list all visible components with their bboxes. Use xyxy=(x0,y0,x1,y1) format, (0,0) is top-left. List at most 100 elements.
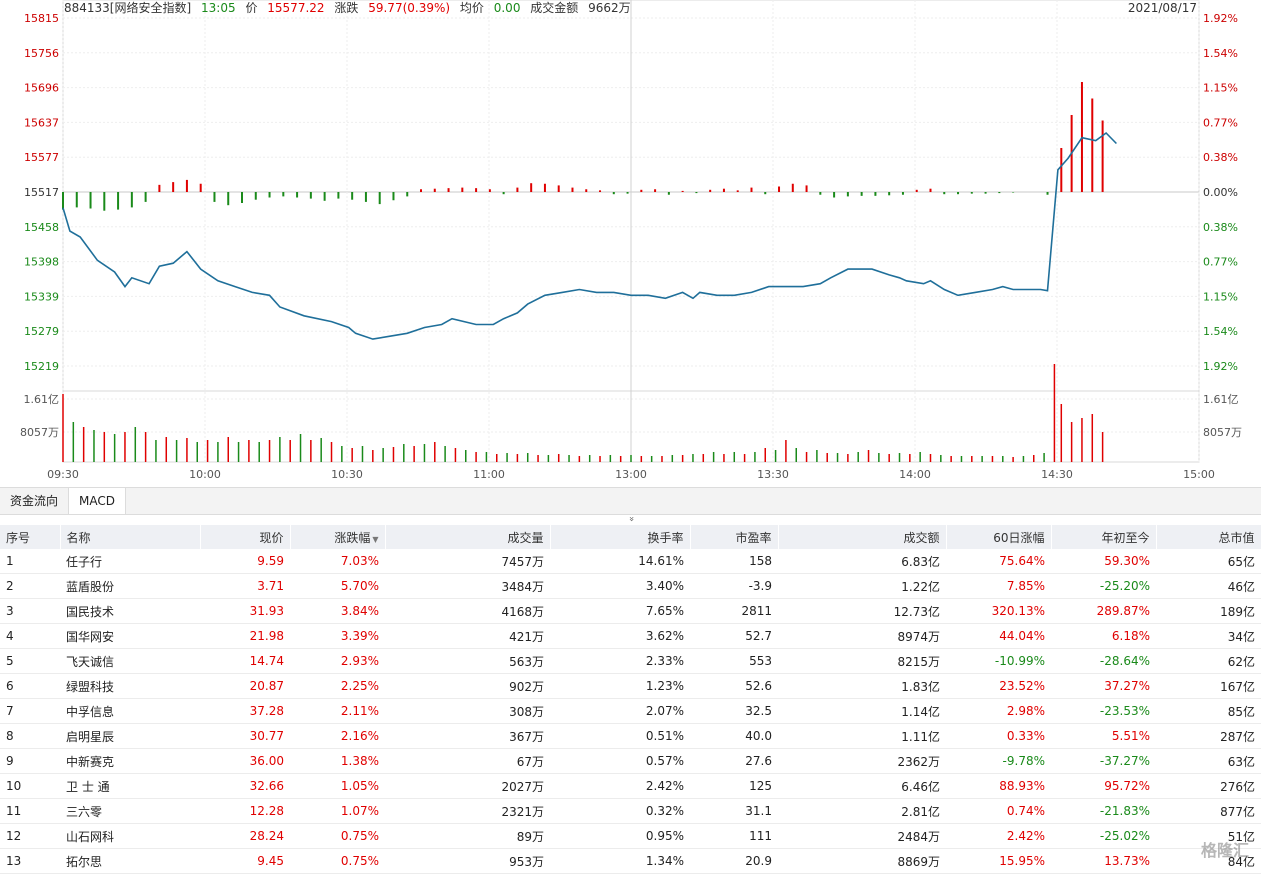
constituents-table: 序号 名称 现价 涨跌幅 ▼ 成交量 换手率 市盈率 成交额 60日涨幅 年初至今… xyxy=(0,525,1261,874)
price-tick-label: 15637 xyxy=(24,116,59,129)
table-cell: 1.11亿 xyxy=(778,723,946,749)
table-row[interactable]: 3 国民技术 31.93 3.84% 4168万 7.65% 2811 12.73亿 320.1… xyxy=(0,598,1261,624)
table-cell: 563万 xyxy=(385,648,550,674)
price-tick-label: 15696 xyxy=(24,82,59,95)
price-value: 15577.22 xyxy=(267,1,325,15)
index-code-name: 884133[网络安全指数] xyxy=(64,1,192,15)
table-cell: 1.34% xyxy=(550,848,690,874)
table-row[interactable]: 10 卫 士 通 32.66 1.05% 2027万 2.42% 125 6.46亿 88.93… xyxy=(0,773,1261,799)
table-cell: 89万 xyxy=(385,823,550,849)
table-row[interactable]: 12 山石网科 28.24 0.75% 89万 0.95% 111 2484万 2.42% -25… xyxy=(0,823,1261,849)
col-header-amount[interactable]: 成交额 xyxy=(778,525,947,549)
table-cell: 2.25% xyxy=(290,673,385,699)
table-cell: -10.99% xyxy=(946,648,1051,674)
pct-tick-label: 1.15% xyxy=(1203,290,1238,303)
table-row[interactable]: 8 启明星辰 30.77 2.16% 367万 0.51% 40.0 1.11亿 0.33% 5.… xyxy=(0,723,1261,749)
table-cell: 12.28 xyxy=(200,798,290,824)
change-label: 涨跌 xyxy=(334,1,359,15)
table-row[interactable]: 7 中孚信息 37.28 2.11% 308万 2.07% 32.5 1.14亿 2.98% -2… xyxy=(0,698,1261,724)
table-cell: 8215万 xyxy=(778,648,946,674)
table-row[interactable]: 5 飞天诚信 14.74 2.93% 563万 2.33% 553 8215万 -10.99% -… xyxy=(0,648,1261,674)
amount-label: 成交金额 xyxy=(530,1,579,15)
col-header-name[interactable]: 名称 xyxy=(60,525,201,549)
table-cell: 88.93% xyxy=(946,773,1051,799)
col-header-ytd[interactable]: 年初至今 xyxy=(1051,525,1157,549)
table-cell: 1.22亿 xyxy=(778,573,946,599)
table-cell: 13.73% xyxy=(1051,848,1156,874)
intraday-chart[interactable]: 15815 1.92% 15756 1.54% 15696 1.15% 15637 0.77%… xyxy=(0,0,1261,486)
table-cell: 67万 xyxy=(385,748,550,774)
price-tick-label: 15517 xyxy=(24,186,59,199)
change-value: 59.77(0.39%) xyxy=(368,1,451,15)
table-cell: 0.32% xyxy=(550,798,690,824)
table-cell: 启明星辰 xyxy=(60,723,200,749)
table-cell: 绿盟科技 xyxy=(60,673,200,699)
table-cell: 2.42% xyxy=(550,773,690,799)
table-cell: 27.6 xyxy=(690,748,778,774)
table-cell: 0.57% xyxy=(550,748,690,774)
table-cell: 2.81亿 xyxy=(778,798,946,824)
table-cell: 15.95% xyxy=(946,848,1051,874)
volume-tick-label: 8057万 xyxy=(20,426,59,439)
volume-tick-label: 8057万 xyxy=(1203,426,1242,439)
pct-tick-label: 1.92% xyxy=(1203,360,1238,373)
col-header-pe[interactable]: 市盈率 xyxy=(690,525,779,549)
amount-value: 9662万 xyxy=(588,1,631,15)
volume-tick-label: 1.61亿 xyxy=(1203,393,1239,406)
price-tick-label: 15756 xyxy=(24,47,59,60)
col-header-volume[interactable]: 成交量 xyxy=(385,525,551,549)
col-header-60d[interactable]: 60日涨幅 xyxy=(946,525,1052,549)
table-cell: 44.04% xyxy=(946,623,1051,649)
table-row[interactable]: 4 国华网安 21.98 3.39% 421万 3.62% 52.7 8974万 44.04% 6… xyxy=(0,623,1261,649)
quote-time: 13:05 xyxy=(201,1,236,15)
table-cell: 1.07% xyxy=(290,798,385,824)
col-header-mktcap[interactable]: 总市值 xyxy=(1156,525,1261,549)
table-cell: 13 xyxy=(0,848,60,874)
table-cell: 2.98% xyxy=(946,698,1051,724)
table-cell: 4168万 xyxy=(385,598,550,624)
table-cell: -25.20% xyxy=(1051,573,1156,599)
time-tick-label: 13:30 xyxy=(757,468,789,481)
table-cell: 7.85% xyxy=(946,573,1051,599)
col-header-index[interactable]: 序号 xyxy=(0,525,61,549)
price-tick-label: 15339 xyxy=(24,290,59,303)
table-cell: 拓尔思 xyxy=(60,848,200,874)
table-cell: 12.73亿 xyxy=(778,598,946,624)
table-cell: 2027万 xyxy=(385,773,550,799)
table-cell: 三六零 xyxy=(60,798,200,824)
table-cell: 308万 xyxy=(385,698,550,724)
table-row[interactable]: 11 三六零 12.28 1.07% 2321万 0.32% 31.1 2.81亿 0.74% -… xyxy=(0,798,1261,824)
table-cell: 287亿 xyxy=(1156,723,1261,749)
table-cell: 0.95% xyxy=(550,823,690,849)
table-cell: 21.98 xyxy=(200,623,290,649)
table-cell: 62亿 xyxy=(1156,648,1261,674)
table-cell: 2.33% xyxy=(550,648,690,674)
table-cell: 877亿 xyxy=(1156,798,1261,824)
pct-tick-label: 1.54% xyxy=(1203,47,1238,60)
table-cell: 2.07% xyxy=(550,698,690,724)
tab-macd[interactable]: MACD xyxy=(69,488,126,514)
table-cell: 3484万 xyxy=(385,573,550,599)
pct-tick-label: 1.15% xyxy=(1203,82,1238,95)
avg-label: 均价 xyxy=(459,1,484,15)
table-row[interactable]: 1 任子行 9.59 7.03% 7457万 14.61% 158 6.83亿 75.64% 59… xyxy=(0,549,1261,574)
table-cell: 卫 士 通 xyxy=(60,773,200,799)
table-row[interactable]: 9 中新赛克 36.00 1.38% 67万 0.57% 27.6 2362万 -9.78% -3… xyxy=(0,748,1261,774)
table-cell: 2.11% xyxy=(290,698,385,724)
table-cell: 23.52% xyxy=(946,673,1051,699)
table-row[interactable]: 6 绿盟科技 20.87 2.25% 902万 1.23% 52.6 1.83亿 23.52% 3… xyxy=(0,673,1261,699)
table-cell: 0.75% xyxy=(290,848,385,874)
table-cell: 5.70% xyxy=(290,573,385,599)
table-cell: 0.51% xyxy=(550,723,690,749)
col-header-price[interactable]: 现价 xyxy=(200,525,291,549)
tab-fund-flow[interactable]: 资金流向 xyxy=(0,488,70,514)
table-cell: 6.18% xyxy=(1051,623,1156,649)
col-header-change-pct[interactable]: 涨跌幅 ▼ xyxy=(290,525,386,549)
price-tick-label: 15815 xyxy=(24,12,59,25)
pct-tick-label: 0.38% xyxy=(1203,151,1238,164)
table-row[interactable]: 13 拓尔思 9.45 0.75% 953万 1.34% 20.9 8869万 15.95% 13… xyxy=(0,848,1261,874)
collapse-chevron-icon[interactable]: » xyxy=(625,516,636,522)
table-cell: 289.87% xyxy=(1051,598,1156,624)
table-row[interactable]: 2 蓝盾股份 3.71 5.70% 3484万 3.40% -3.9 1.22亿 7.85% -2… xyxy=(0,573,1261,599)
col-header-turnover[interactable]: 换手率 xyxy=(550,525,691,549)
